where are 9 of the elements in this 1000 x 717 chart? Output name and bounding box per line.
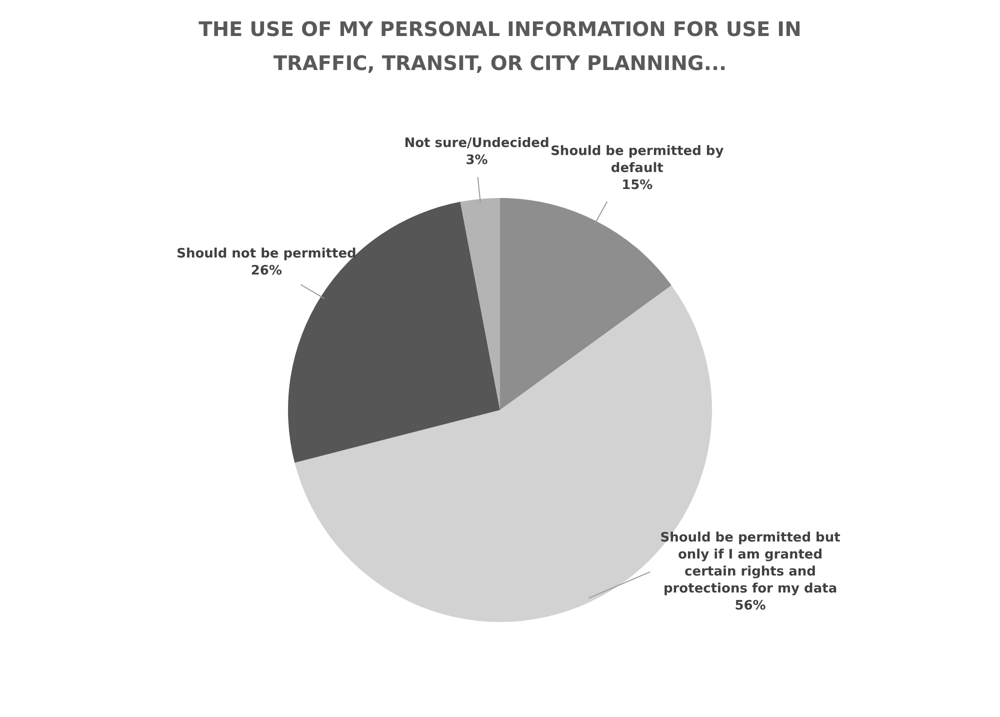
slice-label: Not sure/Undecided xyxy=(404,136,550,151)
slice-label: Should be permitted but only if I am granted certain rights and protections for my data xyxy=(660,530,840,597)
slice-label: Should be permitted by default xyxy=(550,144,724,176)
slice-label: Should not be permitted xyxy=(176,246,356,262)
data-label: 26% xyxy=(250,263,282,278)
data-label: 3% xyxy=(466,152,488,168)
data-label: 15% xyxy=(622,178,653,194)
data-label: 56% xyxy=(734,598,766,614)
chart-title: THE USE OF MY PERSONAL INFORMATION FOR USE IN TRAFFIC, TRANSIT, OR CITY PLANNING... xyxy=(198,16,802,77)
